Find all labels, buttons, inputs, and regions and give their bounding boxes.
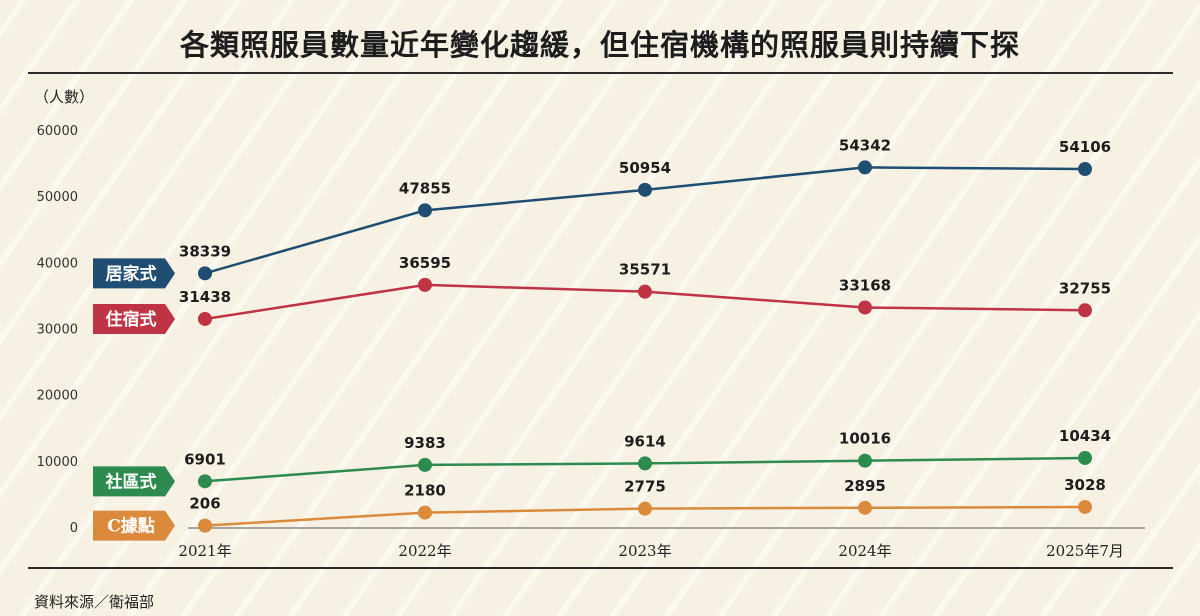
series-lines — [204, 166, 1086, 527]
data-point — [638, 501, 652, 516]
series-tag — [93, 466, 175, 497]
x-tick-label: 2024年 — [838, 542, 891, 560]
data-point — [418, 277, 432, 292]
data-label: 35571 — [619, 261, 671, 279]
data-point — [418, 457, 432, 472]
series-tag — [93, 258, 175, 289]
data-point — [638, 284, 652, 299]
data-label: 10016 — [839, 430, 891, 448]
y-tick-label: 30000 — [37, 323, 78, 338]
x-tick-label: 2025年7月 — [1046, 542, 1124, 560]
source-note: 資料來源／衛福部 — [34, 593, 155, 611]
y-axis-unit-label: （人數） — [34, 88, 95, 106]
series-tag — [93, 303, 175, 334]
data-label: 32755 — [1059, 279, 1111, 297]
data-label: 6901 — [184, 450, 226, 468]
bottom-rule — [28, 567, 1173, 569]
series-tag-label: 社區式 — [105, 471, 157, 492]
series-tag-label: 住宿式 — [106, 309, 157, 330]
data-label: 3028 — [1064, 476, 1106, 494]
x-tick-label: 2023年 — [618, 542, 671, 560]
data-point — [1078, 303, 1092, 318]
y-tick-label: 10000 — [37, 455, 78, 470]
x-tick-label: 2021年 — [178, 542, 231, 560]
top-rule — [28, 72, 1173, 74]
data-label: 31438 — [179, 288, 231, 306]
data-point — [418, 203, 432, 218]
data-point — [858, 300, 872, 315]
series-points — [198, 160, 1092, 533]
series-tag — [93, 510, 175, 541]
data-label: 50954 — [619, 159, 671, 177]
data-point — [198, 311, 212, 326]
data-point — [858, 160, 872, 175]
data-label: 33168 — [839, 277, 891, 295]
data-label: 2180 — [404, 482, 446, 500]
data-label: 2775 — [624, 478, 666, 496]
data-label: 47855 — [399, 179, 451, 197]
y-tick-label: 60000 — [37, 124, 78, 139]
y-axis-ticks: 0 10000 20000 30000 40000 50000 60000 — [37, 124, 78, 536]
data-point — [858, 500, 872, 515]
data-label: 54342 — [839, 136, 891, 154]
y-tick-label: 40000 — [37, 256, 78, 271]
data-label: 9383 — [404, 434, 446, 452]
data-point — [638, 456, 652, 471]
data-point — [1078, 161, 1092, 176]
data-label: 206 — [189, 495, 220, 513]
data-point — [638, 182, 652, 197]
data-label: 54106 — [1059, 138, 1111, 156]
chart-title: 各類照服員數量近年變化趨緩，但住宿機構的照服員則持續下探 — [179, 28, 1020, 62]
data-point — [198, 266, 212, 281]
data-label: 2895 — [844, 477, 886, 495]
y-tick-label: 50000 — [37, 190, 78, 205]
data-label: 10434 — [1059, 427, 1111, 445]
data-point — [1078, 450, 1092, 465]
data-label: 9614 — [624, 432, 666, 450]
y-tick-label: 20000 — [37, 389, 78, 404]
data-point — [1078, 499, 1092, 514]
data-label: 36595 — [399, 254, 451, 272]
x-tick-label: 2022年 — [398, 542, 451, 560]
series-tag-label: 居家式 — [106, 263, 157, 284]
x-axis-ticks: 2021年 2022年 2023年 2024年 2025年7月 — [178, 542, 1123, 560]
data-point — [198, 474, 212, 489]
y-tick-label: 0 — [70, 521, 78, 536]
data-label: 38339 — [179, 242, 231, 260]
series-tag-label: C據點 — [107, 516, 155, 537]
data-labels: 38339 47855 50954 54342 54106 31438 36595 35571… — [179, 136, 1111, 512]
data-point — [418, 505, 432, 520]
data-point — [858, 453, 872, 468]
data-point — [198, 518, 212, 533]
